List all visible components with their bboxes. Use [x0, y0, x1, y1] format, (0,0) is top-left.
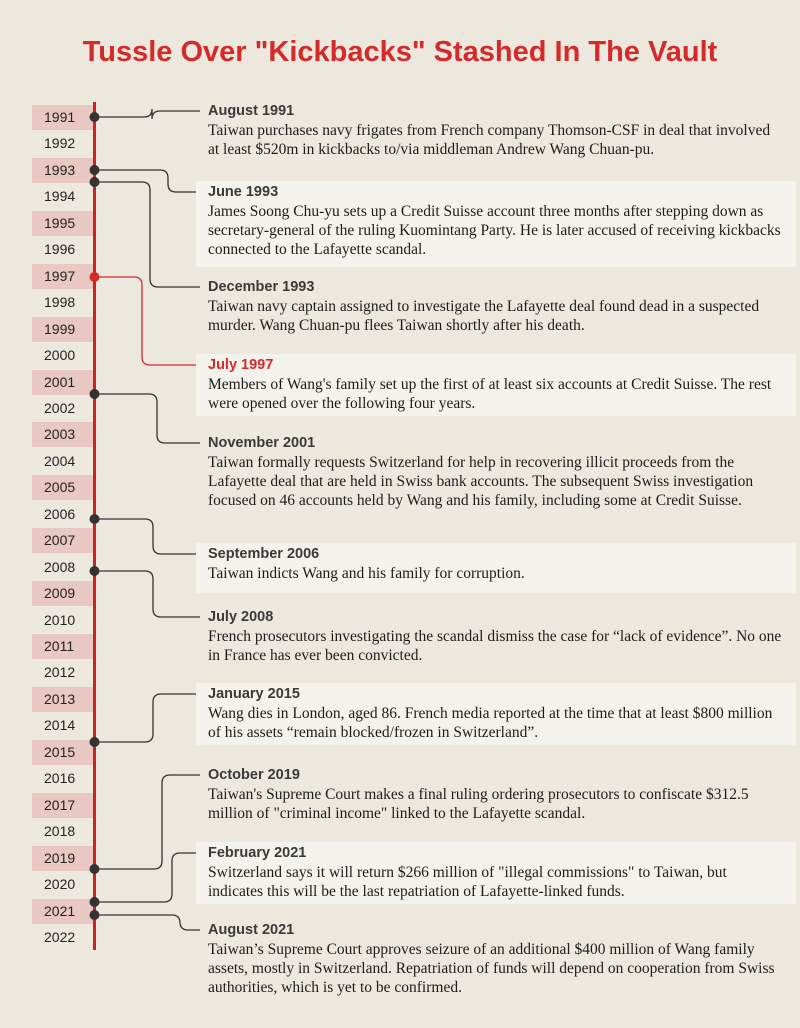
event-marker [89, 897, 100, 907]
year-label: 2004 [44, 452, 76, 469]
year-label: 1999 [32, 316, 94, 342]
event-description: French prosecutors investigating the sca… [208, 628, 782, 664]
event-date: July 2008 [208, 609, 274, 625]
year-label: 1993 [32, 157, 94, 183]
event-description: Taiwan purchases navy frigates from Fren… [208, 122, 771, 158]
event-date: June 1993 [208, 184, 279, 200]
event-date: February 2021 [208, 845, 307, 861]
year-label: 2012 [44, 664, 76, 681]
event-connector [94, 774, 200, 870]
event-marker [89, 165, 100, 175]
event-description: Taiwan navy captain assigned to investig… [208, 298, 760, 334]
event-description: Taiwan indicts Wang and his family for c… [208, 565, 525, 582]
event-marker [89, 514, 100, 524]
year-label: 2010 [44, 611, 76, 628]
event-description: Taiwan formally requests Switzerland for… [208, 454, 754, 509]
year-label: 2015 [32, 739, 94, 765]
event-date: August 2021 [208, 922, 295, 938]
event-description: Switzerland says it will return $266 mil… [208, 864, 727, 900]
event-connector [94, 914, 200, 931]
year-label: 2017 [32, 792, 94, 818]
year-label: 1994 [44, 188, 76, 205]
year-label: 1998 [44, 294, 76, 311]
event-date: October 2019 [208, 767, 300, 783]
year-label: 2020 [44, 876, 76, 893]
year-label: 2016 [44, 770, 76, 787]
event-marker [89, 272, 100, 282]
event-connector [94, 852, 200, 903]
timeline-event: August 1991 Taiwan purchases navy frigate… [196, 100, 796, 162]
event-connector [94, 518, 200, 555]
year-label: 2022 [44, 928, 76, 945]
timeline-event: October 2019 Taiwan's Supreme Court makes… [196, 764, 796, 826]
event-connector [94, 276, 200, 366]
event-marker [89, 864, 100, 874]
event-marker [89, 112, 100, 122]
event-marker [89, 177, 100, 187]
year-label: 2000 [44, 347, 76, 364]
event-date: July 1997 [208, 357, 274, 373]
event-date: December 1993 [208, 279, 315, 295]
event-connector [94, 169, 200, 193]
event-description: Members of Wang's family set up the firs… [208, 376, 772, 412]
timeline-event: June 1993 James Soong Chu-yu sets up a Cr… [196, 181, 796, 267]
timeline-event: November 2001 Taiwan formally requests Sw… [196, 432, 796, 535]
event-description: Wang dies in London, aged 86. French med… [208, 705, 773, 741]
event-marker [89, 389, 100, 399]
timeline-event: December 1993 Taiwan navy captain assigne… [196, 276, 796, 338]
event-description: Taiwan’s Supreme Court approves seizure … [208, 941, 775, 996]
year-label: 2013 [32, 686, 94, 712]
timeline-event: August 2021 Taiwan’s Supreme Court approv… [196, 919, 796, 1005]
year-label: 2021 [32, 898, 94, 924]
event-date: August 1991 [208, 103, 295, 119]
year-label: 1992 [44, 135, 76, 152]
timeline-axis [93, 102, 96, 950]
year-label: 2014 [44, 717, 76, 734]
year-label: 2019 [32, 845, 94, 871]
event-date: November 2001 [208, 435, 316, 451]
year-label: 2008 [44, 558, 76, 575]
event-connector [94, 181, 200, 288]
timeline-event: July 1997 Members of Wang's family set up… [196, 354, 796, 416]
event-marker [89, 910, 100, 920]
timeline-event: July 2008 French prosecutors investigatin… [196, 606, 796, 668]
event-marker [89, 566, 100, 576]
year-label: 1997 [32, 263, 94, 289]
event-connector [94, 108, 200, 120]
year-label: 2003 [32, 422, 94, 448]
year-label: 2005 [32, 475, 94, 501]
year-label: 1991 [32, 105, 94, 130]
year-label: 2006 [44, 505, 76, 522]
page-title: Tussle Over "Kickbacks" Stashed In The V… [82, 36, 718, 68]
year-label: 2001 [32, 369, 94, 395]
year-label: 1996 [44, 241, 76, 258]
year-label: 2011 [32, 634, 94, 659]
timeline-event: February 2021 Switzerland says it will re… [196, 842, 796, 904]
year-label: 2009 [32, 581, 94, 607]
year-label: 1995 [32, 210, 94, 236]
event-date: September 2006 [208, 546, 320, 562]
event-connector [94, 393, 200, 444]
timeline-event: January 2015 Wang dies in London, aged 86… [196, 683, 796, 745]
event-description: James Soong Chu-yu sets up a Credit Suis… [208, 203, 781, 258]
event-connector [94, 570, 200, 618]
event-description: Taiwan's Supreme Court makes a final rul… [208, 786, 749, 822]
timeline-event: September 2006 Taiwan indicts Wang and hi… [196, 543, 796, 593]
year-label: 2018 [44, 823, 76, 840]
year-label: 2002 [44, 399, 76, 416]
event-marker [89, 737, 100, 747]
event-connector [94, 693, 200, 743]
event-date: January 2015 [208, 686, 300, 702]
year-label: 2007 [32, 528, 94, 554]
